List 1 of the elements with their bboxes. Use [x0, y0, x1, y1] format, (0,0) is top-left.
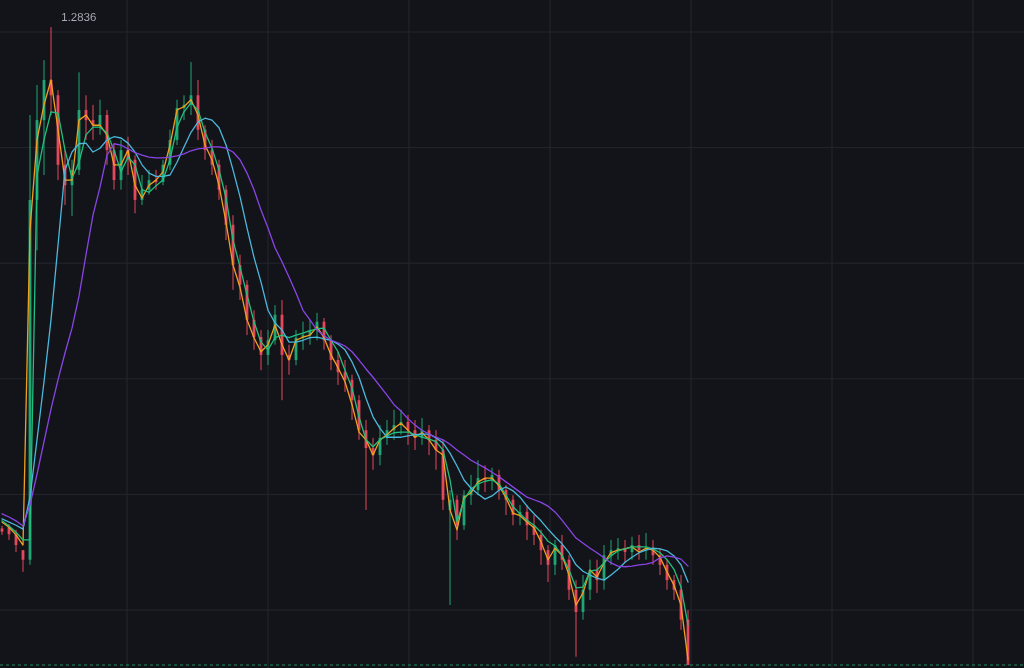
text: 1.2836	[62, 12, 96, 22]
